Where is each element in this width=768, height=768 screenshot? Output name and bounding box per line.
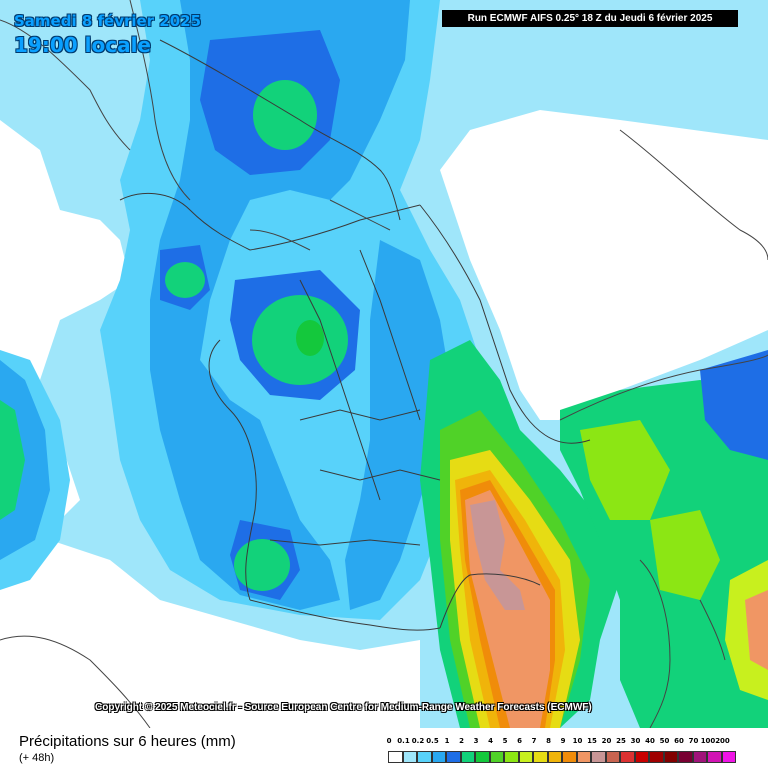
precip-cell-green-core [296,320,324,356]
legend-swatch [620,751,635,763]
legend-tick-label: 50 [659,737,670,745]
legend-swatch [678,751,693,763]
precip-band-orange-east [745,590,768,670]
legend-tick-label: 60 [674,737,684,745]
legend-tick-label: 2 [459,737,464,745]
legend-swatch [431,751,446,763]
coastlines [0,0,768,728]
precip-cell-green-north [253,80,317,150]
legend-swatch [475,751,490,763]
legend-swatch [533,751,548,763]
legend-swatch [634,751,649,763]
precip-zone-blue-east [345,240,450,610]
legend-tick-label: 20 [601,737,612,745]
legend-tick-label: 4 [488,737,493,745]
forecast-date: Samedi 8 février 2025 [14,12,202,30]
color-legend: 0 0.1 0.2 0.5 1 2 3 4 5 6 7 8 9 10 15 20 25 30 40 50 60 70 100… [386,737,766,765]
borders [119,39,591,631]
legend-swatch [692,751,707,763]
legend-tick-label: 8 [546,737,551,745]
lead-time: (+ 48h) [19,752,55,764]
legend-swatch [663,751,678,763]
legend-swatch [417,751,432,763]
precip-cell-green-far-west [0,400,25,520]
model-run-label: Run ECMWF AIFS 0.25° 18 Z du Jeudi 6 fév… [442,10,738,27]
dry-zone-southwest [0,540,420,728]
precipitation-map[interactable]: Samedi 8 février 2025 19:00 locale Run E… [0,0,768,728]
legend-swatch [707,751,722,763]
legend-tick-label: 6 [517,737,522,745]
precip-band-mauve [470,500,525,610]
legend-tick-label: 200 [715,737,730,745]
legend-tick-label: 15 [587,737,597,745]
legend-swatch [402,751,417,763]
legend-tick-label: 0.1 [397,737,410,745]
precip-cell-green-southwest [234,539,290,591]
dry-zone-northeast [460,120,768,410]
legend-tick-label: 70 [688,737,699,745]
legend-swatch [388,751,403,763]
legend-tick-label: 100 [700,737,716,745]
legend-swatch [562,751,577,763]
legend-swatch [605,751,620,763]
precip-band-lime [580,420,670,520]
legend-swatch [591,751,606,763]
legend-tick-label: 25 [616,737,626,745]
legend-tick-label: 7 [531,737,537,745]
legend-swatch [547,751,562,763]
legend-tick-label: 10 [572,737,583,745]
legend-tick-label: 9 [560,737,566,745]
map-footer: Précipitations sur 6 heures (mm) (+ 48h)… [0,728,768,768]
legend-swatch [489,751,504,763]
legend-swatch [518,751,533,763]
precip-band-lime-2 [650,510,720,600]
copyright-notice: Copyright © 2025 Meteociel.fr - Source E… [95,702,592,713]
legend-tick-label: 30 [630,737,641,745]
legend-swatch [460,751,475,763]
legend-swatch [504,751,519,763]
forecast-time: 19:00 locale [14,33,151,57]
precip-cell-green-west [165,262,205,298]
legend-swatch [649,751,664,763]
map-canvas [0,0,768,728]
dry-zone-west [0,190,55,330]
legend-tick-label: 5 [502,737,508,745]
legend-tick-label: 0 [386,737,392,745]
legend-swatch [721,751,736,763]
legend-tick-label: 0.2 [411,737,425,745]
legend-tick-label: 0.5 [426,737,439,745]
legend-bar [388,751,736,763]
legend-tick-label: 3 [473,737,479,745]
legend-swatch [576,751,591,763]
precip-band-blue-east [700,350,768,460]
precip-zone-blue [150,0,410,610]
legend-tick-label: 40 [645,737,655,745]
legend-tick-label: 1 [444,737,450,745]
legend-swatch [446,751,461,763]
variable-title: Précipitations sur 6 heures (mm) [19,733,236,750]
